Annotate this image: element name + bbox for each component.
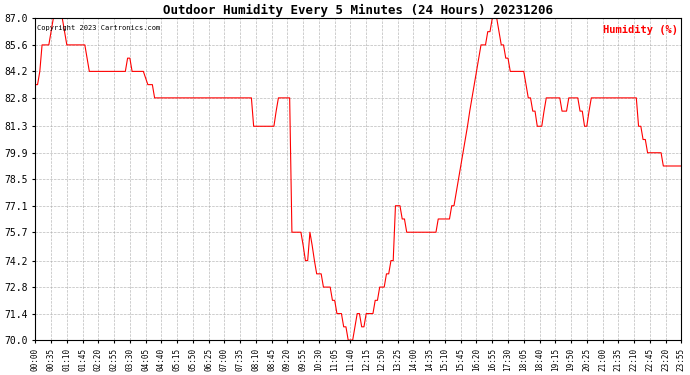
- Text: Copyright 2023 Cartronics.com: Copyright 2023 Cartronics.com: [37, 25, 160, 31]
- Title: Outdoor Humidity Every 5 Minutes (24 Hours) 20231206: Outdoor Humidity Every 5 Minutes (24 Hou…: [164, 4, 553, 17]
- Text: Humidity (%): Humidity (%): [603, 25, 678, 35]
